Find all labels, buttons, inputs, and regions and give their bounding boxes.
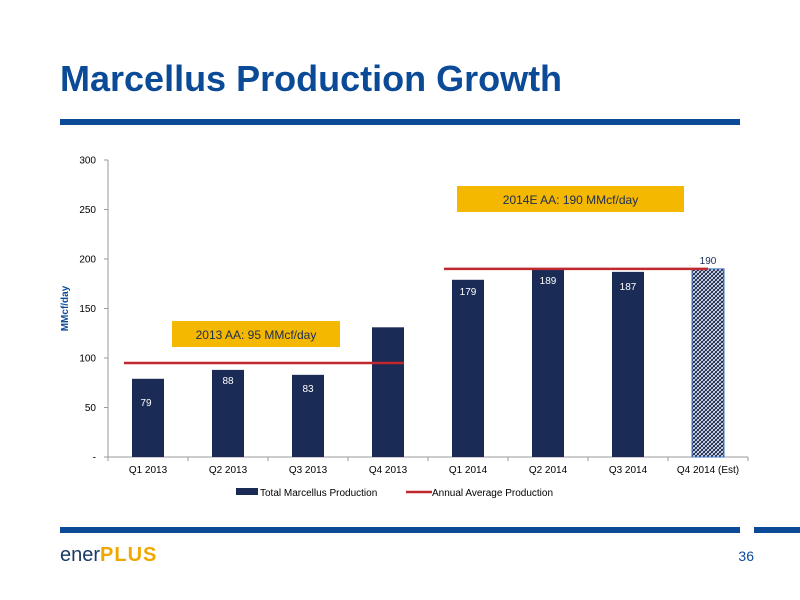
bar	[452, 279, 484, 457]
legend-label: Total Marcellus Production	[260, 488, 377, 499]
annotation-box	[172, 321, 340, 347]
y-axis-title: MMcf/day	[60, 285, 71, 331]
bar	[212, 369, 244, 457]
bar	[132, 378, 164, 457]
footer-divider-tail	[754, 527, 800, 533]
y-tick-label: -	[93, 453, 96, 464]
annotation-box	[457, 186, 684, 212]
y-tick-label: 250	[79, 205, 96, 216]
bar-data-label: 187	[620, 282, 637, 293]
annotation-text: 2013 AA: 95 MMcf/day	[196, 328, 317, 342]
production-chart: - 50 100 150 200 250 300 Q1 2013 Q2 2013 Q3 2013 Q…	[60, 156, 749, 499]
x-tick-label: Q4 2013	[369, 465, 408, 476]
bar-data-label: 189	[540, 276, 557, 287]
bar-data-label: 83	[302, 384, 314, 395]
y-tick-label: 100	[79, 354, 96, 365]
legend-swatch-bar	[236, 488, 258, 495]
chart-legend: Total Marcellus Production Annual Average…	[236, 488, 553, 499]
bar-data-label: 79	[140, 398, 152, 409]
y-tick-label: 200	[79, 255, 96, 266]
enerplus-logo: enerPLUS	[60, 544, 157, 567]
bar-data-label: 131	[380, 332, 397, 343]
footer-divider	[60, 527, 740, 533]
x-tick-label: Q4 2014 (Est)	[677, 465, 739, 476]
annotations: 2013 AA: 95 MMcf/day 2014E AA: 190 MMcf/d…	[172, 186, 684, 347]
bar-data-label: 88	[222, 376, 234, 387]
bar	[532, 269, 564, 457]
y-tick-label: 50	[85, 403, 97, 414]
x-tick-label: Q3 2014	[609, 465, 648, 476]
bar-series	[132, 268, 725, 458]
bar	[292, 374, 324, 457]
page-title: Marcellus Production Growth	[60, 58, 563, 99]
bar-data-label: 190	[700, 256, 717, 267]
bar	[372, 327, 404, 457]
x-tick-label: Q1 2014	[449, 465, 488, 476]
bar	[612, 271, 644, 457]
x-tick-label: Q3 2013	[289, 465, 328, 476]
bar-data-label: 179	[460, 287, 477, 298]
y-tick-label: 150	[79, 304, 96, 315]
x-tick-label: Q1 2013	[129, 465, 168, 476]
bar-estimated	[691, 268, 725, 458]
bar-labels: 79 88 83 131 179 189 187 190	[140, 256, 716, 409]
page-number: 36	[738, 548, 754, 564]
annual-average-lines	[124, 267, 708, 365]
annotation-text: 2014E AA: 190 MMcf/day	[503, 193, 638, 207]
x-tick-label: Q2 2013	[209, 465, 248, 476]
y-tick-label: 300	[79, 156, 96, 167]
x-tick-label: Q2 2014	[529, 465, 568, 476]
legend-label: Annual Average Production	[432, 488, 553, 499]
title-divider	[60, 119, 740, 125]
logo-text-ener: ener	[60, 544, 101, 566]
logo-text-plus: PLUS	[100, 544, 158, 566]
